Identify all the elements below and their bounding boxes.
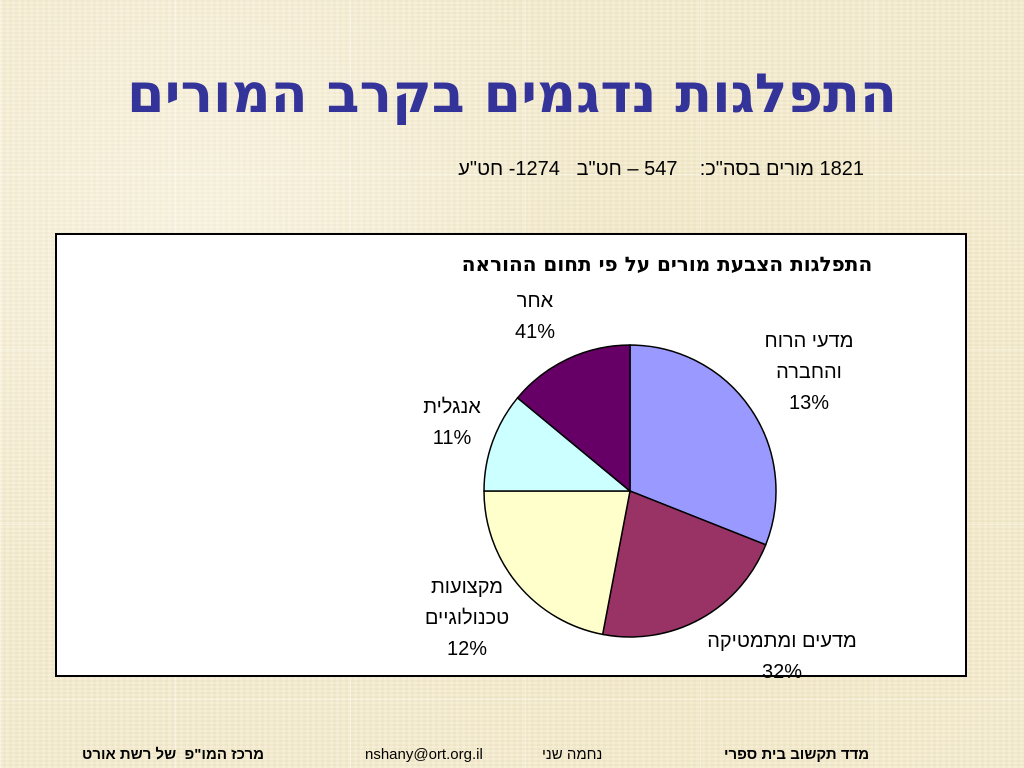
footer-author: נחמה שני <box>542 746 603 763</box>
pie-labels: מדעי הרוח והחברה 13% מדעים ומתמטיקה 32% מקצוע… <box>423 290 857 679</box>
pie-slice <box>483 396 633 492</box>
pie-percent-label: 11% <box>433 427 472 449</box>
pie-category-label: אנגלית <box>423 396 481 418</box>
slide-title: התפלגות נדגמים בקרב המורים <box>127 62 897 125</box>
pie-slice <box>483 490 631 636</box>
slide-subtitle: 1821 מורים בסה"כ: 547 – חט"ב 1274- חט"ע <box>458 158 864 180</box>
pie-category-label: מדעי הרוח <box>765 330 854 352</box>
footer-project: מדד תקשוב בית ספרי <box>724 746 870 763</box>
pie-percent-label: 12% <box>447 638 487 660</box>
pie-category-label: אחר <box>517 290 554 312</box>
pie-category-label: והחברה <box>776 361 842 383</box>
pie-percent-label: 32% <box>762 661 802 679</box>
footer-org: מרכז המו"פ של רשת אורט <box>82 746 265 763</box>
pie-chart: התפלגות הצבעת מורים על פי תחום ההוראה מד… <box>423 252 872 679</box>
chart-title: התפלגות הצבעת מורים על פי תחום ההוראה <box>462 252 872 276</box>
footer-email: nshany@ort.org.il <box>365 746 483 763</box>
footer: מרכז המו"פ של רשת אורט nshany@ort.org.il… <box>0 746 1024 768</box>
chart-area: התפלגות הצבעת מורים על פי תחום ההוראה מד… <box>55 233 967 679</box>
pie-slice <box>629 344 777 546</box>
pie-percent-label: 13% <box>789 392 829 414</box>
pie-category-label: מדעים ומתמטיקה <box>707 630 857 652</box>
pie-category-label: מקצועות <box>431 576 503 598</box>
pie-slice <box>516 344 631 493</box>
pie-percent-label: 41% <box>515 321 555 343</box>
pie-category-label: טכנולוגיים <box>425 607 509 629</box>
pie-slices <box>483 344 777 638</box>
pie-slice <box>601 489 767 638</box>
